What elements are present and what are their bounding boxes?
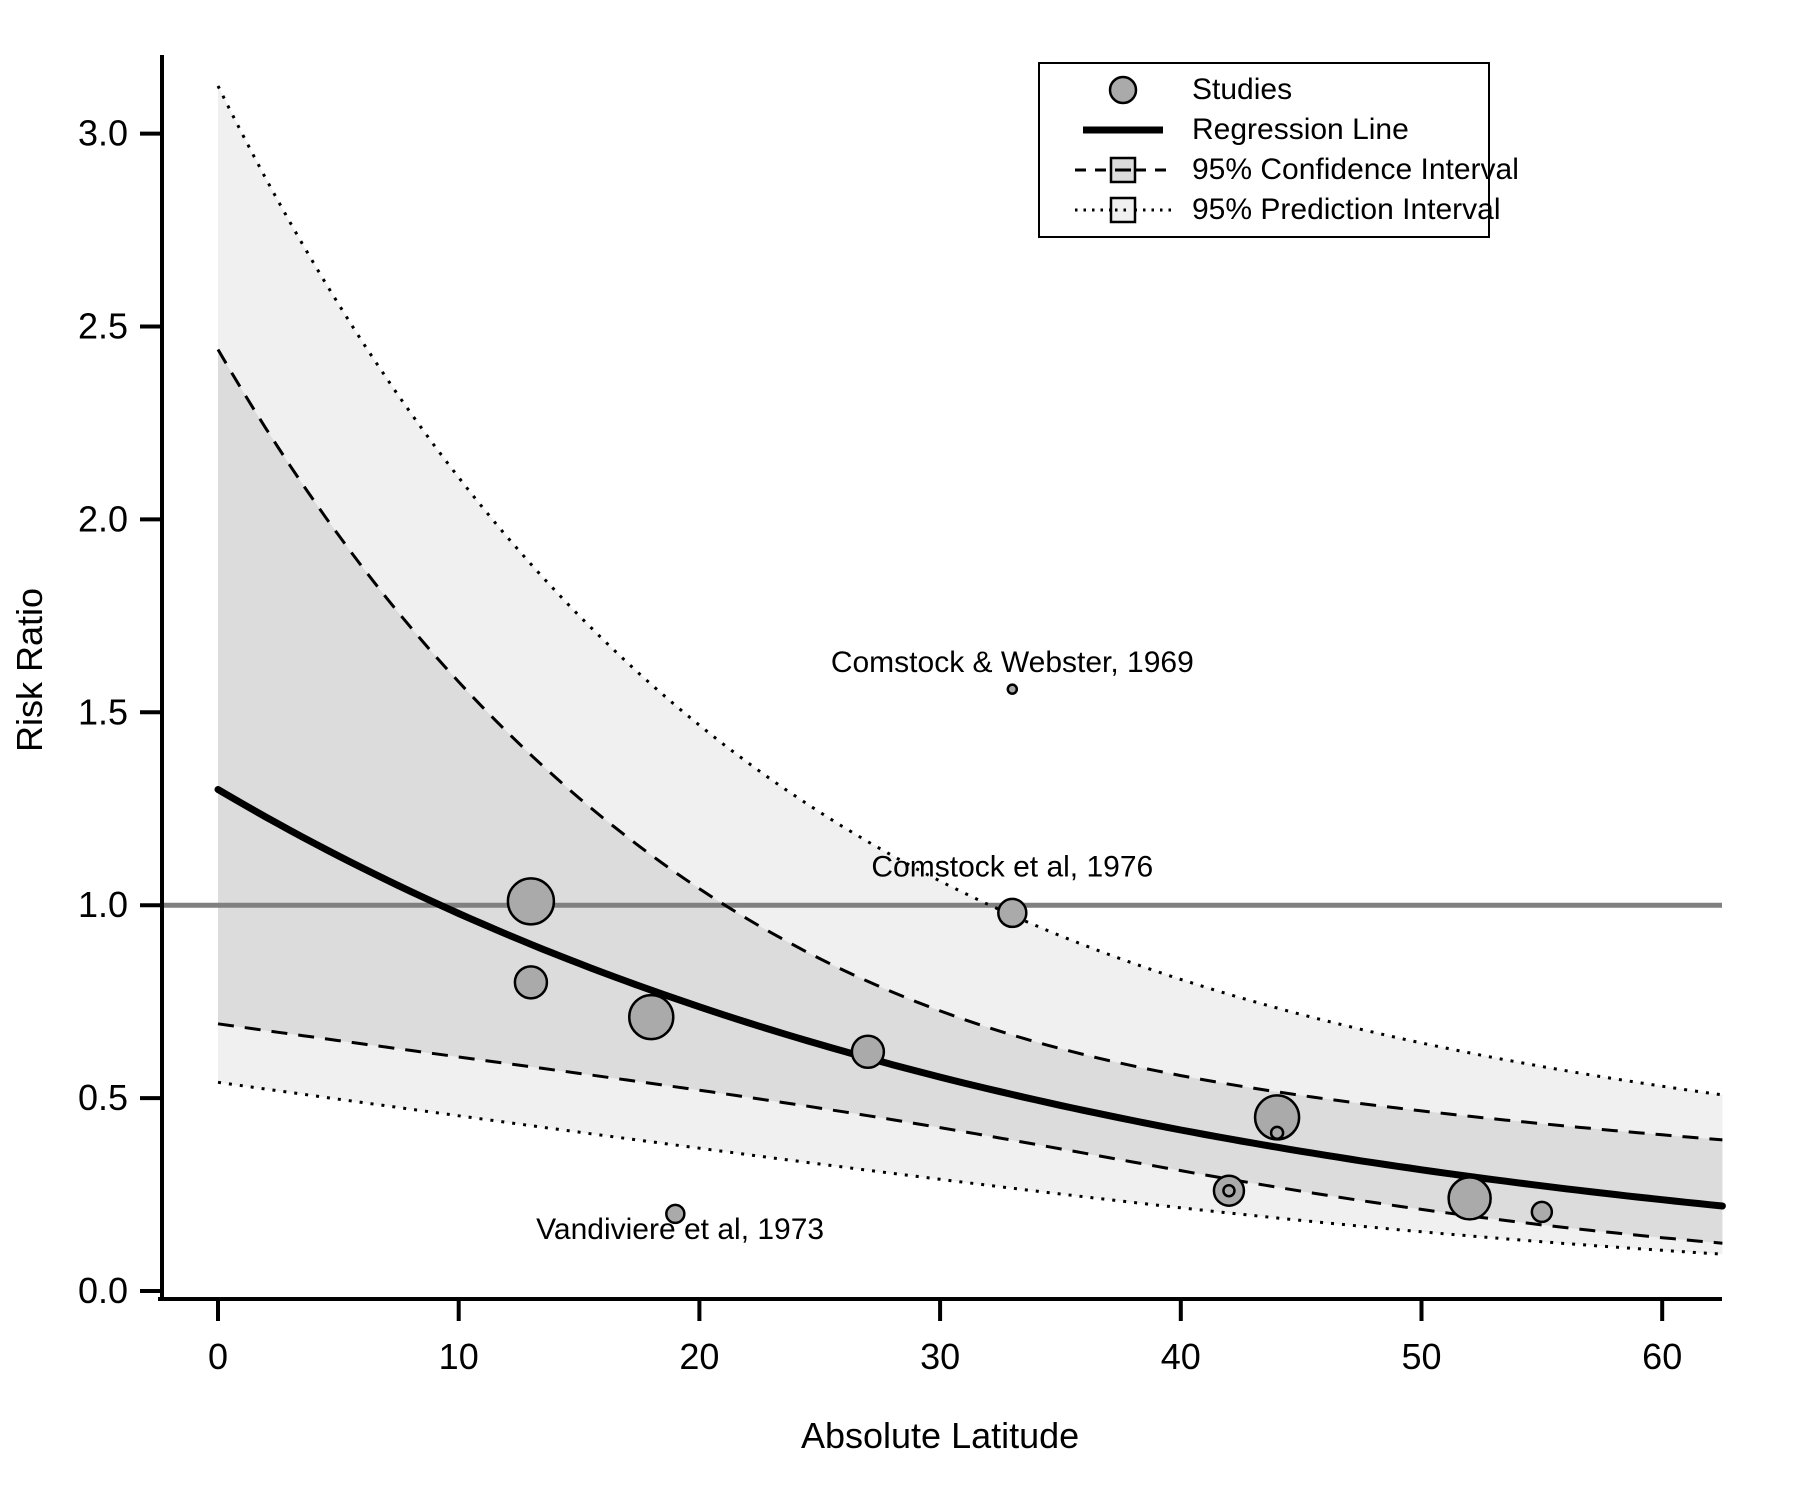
study-point — [850, 1034, 886, 1070]
y-tick-label: 1.0 — [78, 884, 128, 925]
legend-label-regression: Regression Line — [1192, 113, 1409, 146]
legend-label-prediction: 95% Prediction Interval — [1192, 193, 1501, 226]
y-tick-label: 0.0 — [78, 1270, 128, 1311]
study-point — [506, 877, 556, 926]
legend-label-confidence: 95% Confidence Interval — [1192, 153, 1519, 186]
study-point — [1006, 683, 1019, 695]
study-point — [1447, 1176, 1492, 1221]
confidence-interval-band — [218, 349, 1723, 1244]
study-point-inner-ring — [1222, 1183, 1236, 1198]
study-point — [513, 965, 549, 1000]
study-point — [628, 993, 675, 1041]
x-axis-title: Absolute Latitude — [801, 1415, 1079, 1456]
study-annotation: Comstock et al, 1976 — [871, 850, 1153, 883]
x-tick-label: 30 — [920, 1336, 960, 1377]
legend-box: Studies Regression Line 95% Confidence I… — [1038, 62, 1519, 238]
study-annotation: Vandiviere et al, 1973 — [536, 1213, 824, 1246]
y-tick-label: 1.5 — [78, 691, 128, 732]
confidence-lower-line — [217, 1022, 1723, 1245]
x-tick-label: 40 — [1161, 1336, 1201, 1377]
legend-label-studies: Studies — [1192, 73, 1293, 106]
y-tick-label: 0.5 — [78, 1077, 128, 1118]
legend-item-confidence: 95% Confidence Interval — [1068, 152, 1519, 188]
legend-item-studies: Studies — [1068, 72, 1488, 108]
study-point — [1530, 1200, 1554, 1224]
studies-circle-icon — [1068, 72, 1178, 108]
x-tick-label: 50 — [1401, 1336, 1441, 1377]
regression-line-icon — [1068, 112, 1178, 148]
confidence-upper-line — [216, 348, 1723, 1142]
study-point — [665, 1203, 686, 1225]
y-tick-label: 2.5 — [78, 306, 128, 347]
x-tick-label: 60 — [1642, 1336, 1682, 1377]
y-tick-label: 2.0 — [78, 498, 128, 539]
y-axis-title: Risk Ratio — [9, 588, 50, 752]
x-tick-label: 0 — [208, 1336, 228, 1377]
x-tick-label: 20 — [679, 1336, 719, 1377]
x-tick-label: 10 — [439, 1336, 479, 1377]
y-tick-label: 3.0 — [78, 113, 128, 154]
study-annotation: Comstock & Webster, 1969 — [831, 646, 1194, 679]
legend-item-regression: Regression Line — [1068, 112, 1488, 148]
study-point — [1269, 1125, 1285, 1141]
legend-item-prediction: 95% Prediction Interval — [1068, 192, 1501, 228]
prediction-interval-icon — [1068, 192, 1178, 228]
study-point — [997, 897, 1028, 929]
prediction-lower-line — [217, 1080, 1723, 1256]
confidence-interval-icon — [1068, 152, 1178, 188]
